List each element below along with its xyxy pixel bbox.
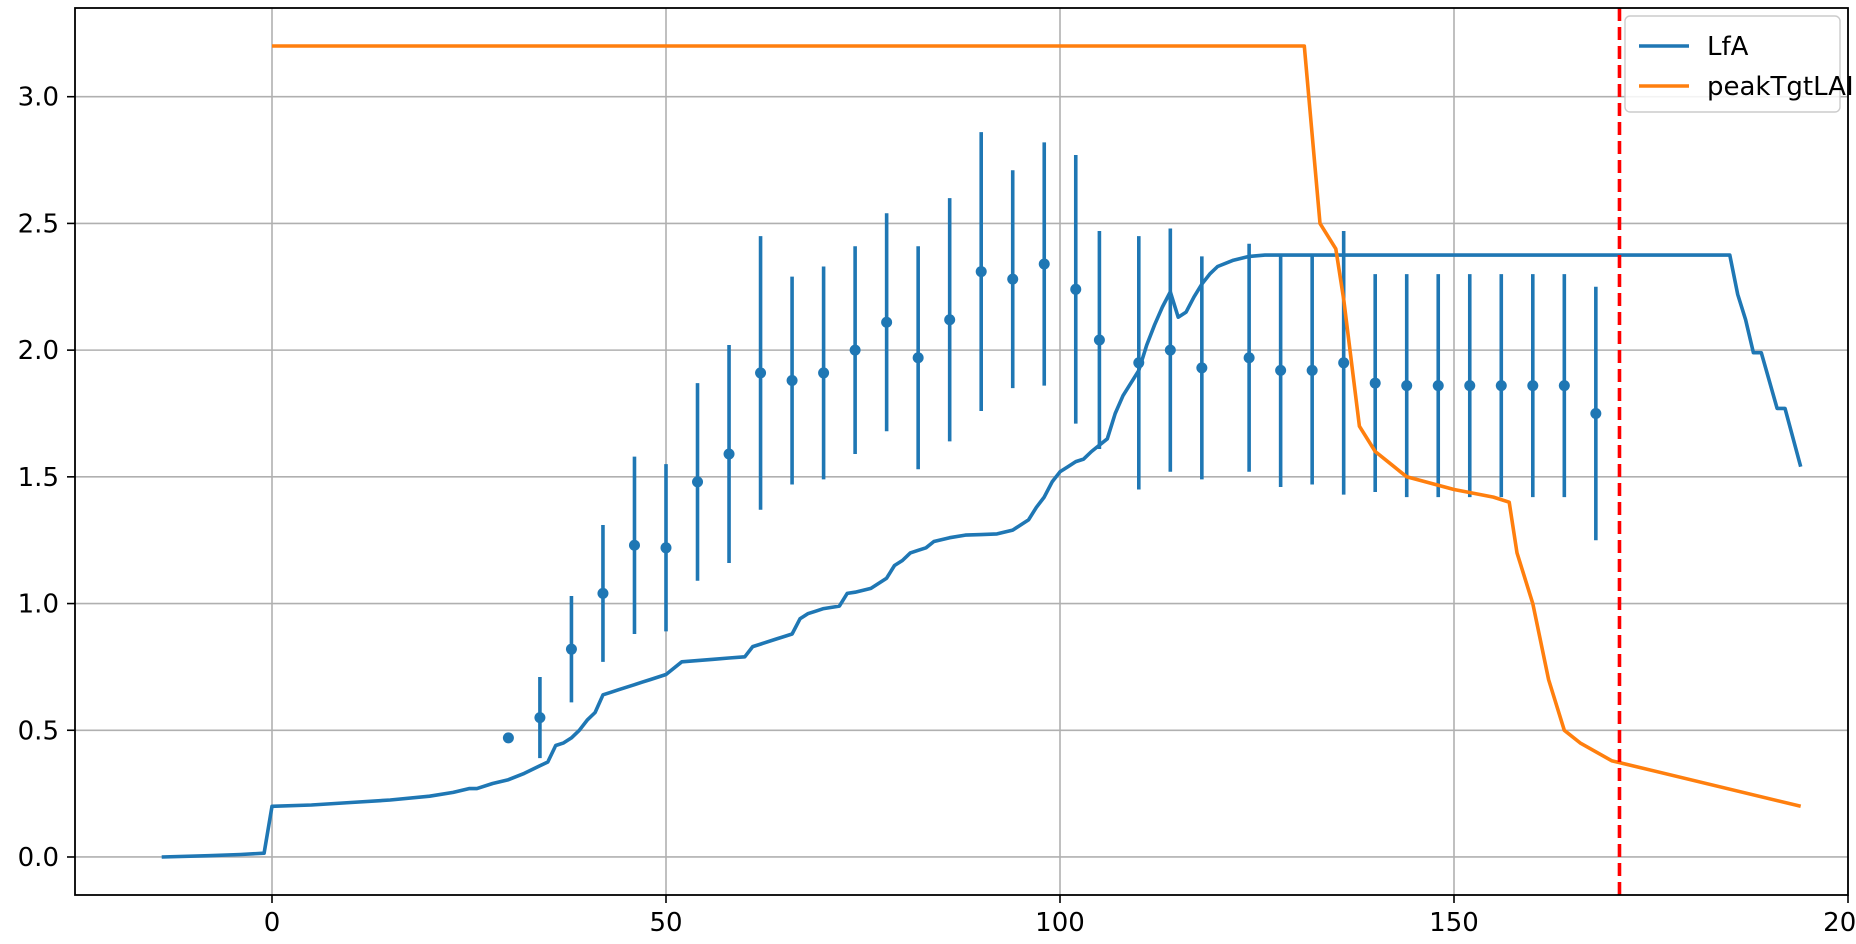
data-point xyxy=(597,587,609,599)
x-tick-label: 50 xyxy=(649,908,682,938)
legend-box xyxy=(1624,15,1841,113)
data-point xyxy=(1070,283,1082,295)
data-point xyxy=(502,732,514,744)
data-point xyxy=(1495,380,1507,392)
y-tick-label: 3.0 xyxy=(18,83,59,113)
error-bars xyxy=(502,132,1602,759)
data-point xyxy=(1038,258,1050,270)
data-point xyxy=(628,539,640,551)
series-lines xyxy=(161,44,1803,859)
data-point xyxy=(1007,273,1019,285)
y-tick-label: 1.5 xyxy=(18,463,59,493)
series-line-LfA xyxy=(161,253,1803,859)
data-point xyxy=(534,712,546,724)
data-point xyxy=(692,476,704,488)
data-point xyxy=(1164,344,1176,356)
y-tick-label: 0.0 xyxy=(18,843,59,873)
data-point xyxy=(1558,380,1570,392)
legend-label-LfA: LfA xyxy=(1707,32,1749,62)
data-point xyxy=(565,643,577,655)
data-point xyxy=(1306,364,1318,376)
data-point xyxy=(1196,362,1208,374)
x-tick-label: 200 xyxy=(1823,908,1856,938)
legend: LfA peakTgtLAI xyxy=(1624,15,1854,113)
data-point xyxy=(912,352,924,364)
data-point xyxy=(755,367,767,379)
data-point xyxy=(1401,380,1413,392)
data-point xyxy=(1093,334,1105,346)
legend-label-peakTgtLAI: peakTgtLAI xyxy=(1707,72,1854,102)
y-tick-label: 1.0 xyxy=(18,590,59,620)
data-point xyxy=(786,375,798,387)
tick-labels: 0 50 100 150 200 0.0 0.5 1.0 1.5 2.0 2.5 3.0 xyxy=(18,83,1856,938)
plot-axes xyxy=(67,7,1849,903)
data-point xyxy=(1275,364,1287,376)
data-point xyxy=(975,266,987,278)
data-point xyxy=(818,367,830,379)
data-point xyxy=(1369,377,1381,389)
data-point xyxy=(1432,380,1444,392)
data-point xyxy=(1243,352,1255,364)
plot-frame xyxy=(74,7,1849,896)
y-tick-label: 2.5 xyxy=(18,209,59,239)
data-point xyxy=(881,316,893,328)
data-point xyxy=(660,542,672,554)
data-point xyxy=(849,344,861,356)
data-point xyxy=(1590,407,1602,419)
y-tick-label: 0.5 xyxy=(18,716,59,746)
data-point xyxy=(1464,380,1476,392)
data-point xyxy=(1338,357,1350,369)
data-point xyxy=(723,448,735,460)
y-tick-label: 2.0 xyxy=(18,336,59,366)
data-point xyxy=(944,314,956,326)
x-tick-label: 100 xyxy=(1035,908,1085,938)
x-tick-label: 150 xyxy=(1429,908,1479,938)
x-tick-label: 0 xyxy=(264,908,281,938)
series-line-peakTgtLAI xyxy=(272,44,1802,809)
data-point xyxy=(1527,380,1539,392)
